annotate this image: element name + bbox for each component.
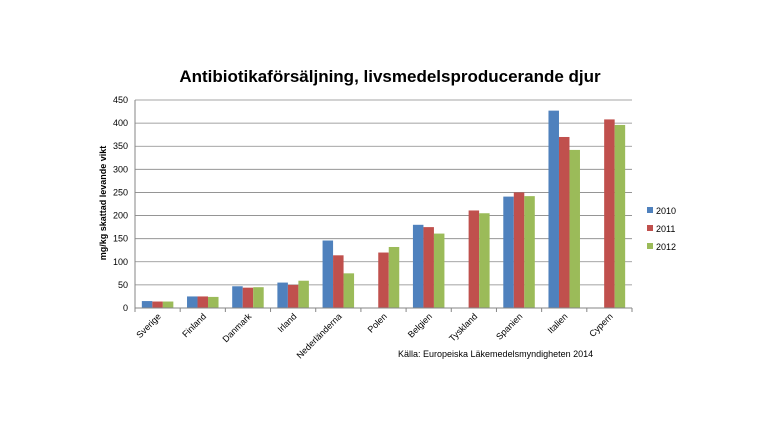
bar-2010-nederländerna [322, 240, 334, 308]
y-tick-label: 350 [113, 141, 128, 151]
x-category-label: Polen [366, 311, 389, 334]
y-tick-label: 300 [113, 164, 128, 174]
bar-2012-sverige [162, 301, 174, 308]
legend-label-2011: 2011 [656, 224, 675, 234]
x-category-label: Danmark [220, 311, 253, 344]
bar-2012-italien [569, 149, 580, 308]
bar-2011-sverige [152, 301, 163, 308]
y-tick-label: 400 [113, 118, 128, 128]
gridlines [134, 99, 632, 308]
y-tick-label: 150 [113, 234, 128, 244]
bar-2010-belgien [412, 224, 424, 308]
bar-2010-finland [187, 296, 198, 308]
bar-2010-danmark [232, 286, 243, 308]
y-axis-ticks: 0 50 100 150 200 250 300 350 400 450 [113, 95, 128, 313]
bar-2011-italien [558, 136, 570, 308]
y-tick-label: 250 [113, 187, 128, 197]
legend-swatch-2012 [647, 243, 653, 249]
bar-2012-cypern [614, 124, 626, 309]
legend-label-2010: 2010 [656, 206, 676, 216]
y-tick-label: 50 [118, 280, 128, 290]
x-category-label: Tyskland [447, 311, 479, 343]
bar-2011-nederländerna [333, 255, 344, 308]
x-category-label: Sverige [134, 311, 163, 340]
bar-2011-danmark [242, 287, 254, 308]
y-tick-label: 200 [113, 211, 128, 221]
legend-swatch-2010 [647, 207, 653, 213]
bar-2010-irland [277, 282, 288, 308]
y-tick-label: 100 [113, 257, 128, 267]
x-category-label: Nederländerna [295, 311, 344, 360]
bar-2012-irland [298, 280, 309, 308]
bar-2011-belgien [423, 227, 434, 308]
x-category-label: Spanien [494, 311, 524, 341]
bar-2012-tyskland [479, 213, 490, 308]
bar-2012-finland [208, 296, 219, 308]
x-category-label: Cypern [587, 311, 615, 339]
x-category-label: Finland [180, 311, 208, 339]
x-category-label: Italien [546, 311, 570, 335]
source-note: Källa: Europeiska Läkemedelsmyndigheten … [398, 349, 593, 359]
bar-2010-italien [548, 110, 559, 309]
bar-2010-sverige [141, 301, 153, 308]
legend: 2010 2011 2012 [647, 206, 676, 252]
chart-title: Antibiotikaförsäljning, livsmedelsproduc… [179, 67, 601, 86]
bar-2011-cypern [604, 119, 615, 308]
x-category-label: Irland [276, 311, 299, 334]
bar-2011-irland [287, 284, 299, 308]
legend-label-2012: 2012 [656, 242, 676, 252]
bar-2012-spanien [524, 196, 535, 308]
bar-2012-nederländerna [343, 273, 355, 308]
bar-2011-tyskland [468, 210, 480, 308]
y-tick-label: 0 [123, 303, 128, 313]
bar-2011-polen [378, 252, 389, 308]
x-category-label: Belgien [406, 311, 434, 339]
bar-2011-finland [197, 296, 209, 308]
legend-swatch-2011 [647, 225, 653, 231]
bar-2012-danmark [253, 287, 264, 308]
bars [141, 110, 626, 309]
bar-2012-belgien [433, 233, 445, 308]
bar-2012-polen [388, 246, 400, 308]
y-tick-label: 450 [113, 95, 128, 105]
bar-2011-spanien [513, 192, 525, 308]
y-axis-label: mg/kg skattad levande vikt [98, 146, 108, 261]
bar-2010-spanien [503, 196, 514, 308]
